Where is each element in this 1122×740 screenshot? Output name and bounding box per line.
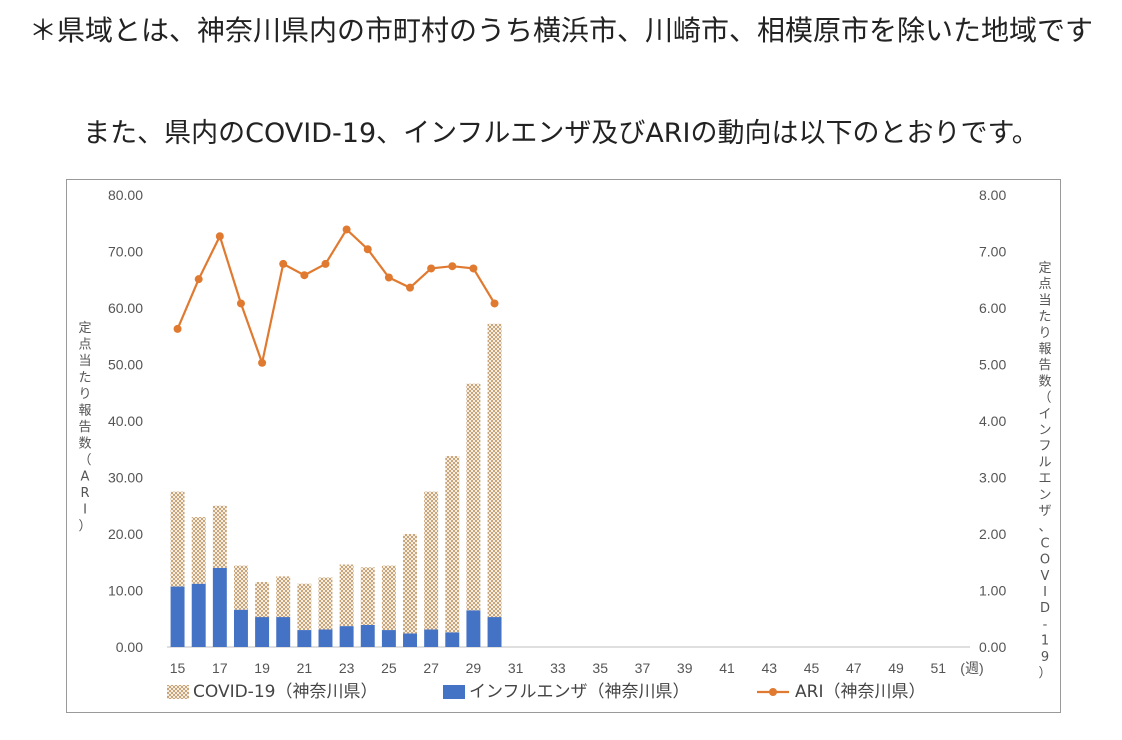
left-axis-tick: 40.00 xyxy=(108,413,143,429)
influenza-bar xyxy=(403,633,417,647)
covid-bar xyxy=(445,456,460,633)
right-axis-tick: 3.00 xyxy=(979,470,1006,486)
influenza-bar xyxy=(297,630,312,647)
influenza-bar xyxy=(445,632,460,647)
covid-bar xyxy=(191,517,206,584)
ari-point xyxy=(279,259,288,268)
right-axis-title: 定点当たり報告数（インフルエンザ、 C O V I D -1 9） xyxy=(1038,261,1051,681)
influenza-bar xyxy=(487,617,502,647)
x-axis-tick: 19 xyxy=(254,660,270,676)
influenza-bar xyxy=(276,617,291,647)
covid-bar xyxy=(381,565,396,631)
influenza-bar xyxy=(339,626,354,647)
x-axis-tick: 15 xyxy=(170,660,186,676)
left-axis-tick: 0.00 xyxy=(116,639,143,655)
chart-intro-text: また、県内のCOVID-19、インフルエンザ及びARIの動向は以下のとおりです。 xyxy=(83,118,1039,149)
influenza-bar xyxy=(212,567,227,647)
legend-covid-label: COVID-19（神奈川県） xyxy=(193,682,377,702)
left-axis-tick: 70.00 xyxy=(108,244,143,260)
x-axis-tick: 49 xyxy=(888,660,904,676)
legend-covid-swatch xyxy=(167,685,189,699)
ari-point xyxy=(342,225,351,234)
right-axis-tick: 0.00 xyxy=(979,639,1006,655)
x-axis-tick: 39 xyxy=(677,660,693,676)
right-axis-tick: 1.00 xyxy=(979,583,1006,599)
covid-bar xyxy=(297,583,312,631)
ari-point xyxy=(384,273,393,282)
left-axis-tick: 10.00 xyxy=(108,583,143,599)
x-axis-tick: 43 xyxy=(761,660,777,676)
x-axis-tick: 37 xyxy=(635,660,651,676)
x-axis-tick: 21 xyxy=(297,660,313,676)
covid-bar xyxy=(487,323,502,618)
covid-bar xyxy=(339,564,354,627)
combo-chart: 0.00 10.00 20.00 30.00 40.00 50.00 60.00 70.00 8… xyxy=(66,179,1061,713)
covid-bar xyxy=(212,505,227,568)
x-axis-tick: 29 xyxy=(466,660,482,676)
ari-point xyxy=(427,264,436,273)
covid-bar xyxy=(255,582,270,618)
influenza-bar xyxy=(191,583,206,647)
ari-point xyxy=(236,299,245,308)
right-axis-tick: 6.00 xyxy=(979,300,1006,316)
ari-point xyxy=(173,324,182,333)
left-axis-tick: 20.00 xyxy=(108,526,143,542)
left-axis-tick: 80.00 xyxy=(108,187,143,203)
x-axis-tick: 41 xyxy=(719,660,735,676)
left-axis-tick: 60.00 xyxy=(108,300,143,316)
legend-influenza-swatch xyxy=(443,685,465,699)
x-axis-tick: 35 xyxy=(592,660,608,676)
ari-point xyxy=(406,283,415,292)
ari-point xyxy=(215,232,224,241)
x-axis-tick: 31 xyxy=(508,660,524,676)
left-axis-tick: 30.00 xyxy=(108,470,143,486)
region-note: ＊県域とは、神奈川県内の市町村のうち横浜市、川崎市、相模原市を除いた地域です xyxy=(28,14,1093,47)
influenza-bar xyxy=(318,629,333,647)
ari-point xyxy=(300,271,309,280)
x-axis-tick: 23 xyxy=(339,660,355,676)
x-axis-tick: 33 xyxy=(550,660,566,676)
legend-ari-marker xyxy=(769,688,777,696)
x-axis-unit: (週) xyxy=(960,660,983,676)
chart-svg: 0.00 10.00 20.00 30.00 40.00 50.00 60.00 70.00 8… xyxy=(78,187,1051,702)
x-axis-tick: 25 xyxy=(381,660,397,676)
influenza-bar xyxy=(233,609,248,647)
covid-bar xyxy=(233,565,248,610)
influenza-bar xyxy=(360,624,375,647)
influenza-bar xyxy=(170,586,185,647)
covid-bar xyxy=(318,577,333,630)
right-axis-tick: 7.00 xyxy=(979,244,1006,260)
left-axis-tick: 50.00 xyxy=(108,357,143,373)
x-axis-tick: 51 xyxy=(931,660,947,676)
right-axis-tick: 5.00 xyxy=(979,357,1006,373)
ari-point xyxy=(321,259,330,268)
x-axis-tick: 45 xyxy=(804,660,820,676)
right-axis-tick: 4.00 xyxy=(979,413,1006,429)
ari-point xyxy=(258,358,267,367)
x-axis-tick: 27 xyxy=(423,660,439,676)
covid-bar xyxy=(360,567,375,625)
right-axis-tick: 2.00 xyxy=(979,526,1006,542)
left-axis-title: 定点当たり報告数（ A R I） xyxy=(78,321,91,534)
covid-bar xyxy=(424,491,439,630)
influenza-bar xyxy=(381,630,396,647)
influenza-bar xyxy=(255,617,270,647)
ari-point xyxy=(490,299,499,308)
ari-point xyxy=(448,262,457,271)
covid-bar xyxy=(276,576,291,618)
legend-ari-label: ARI（神奈川県） xyxy=(795,682,925,702)
x-axis-tick: 17 xyxy=(212,660,228,676)
influenza-bar xyxy=(466,610,481,647)
covid-bar xyxy=(170,491,185,587)
x-axis-tick: 47 xyxy=(846,660,862,676)
ari-point xyxy=(469,264,478,273)
ari-line xyxy=(176,227,496,367)
influenza-bar xyxy=(424,629,439,647)
ari-point xyxy=(194,275,203,284)
ari-point xyxy=(363,245,372,254)
covid-bar xyxy=(403,534,417,634)
legend-influenza-label: インフルエンザ（神奈川県） xyxy=(469,682,690,702)
covid-bar xyxy=(466,383,481,611)
right-axis-tick: 8.00 xyxy=(979,187,1006,203)
